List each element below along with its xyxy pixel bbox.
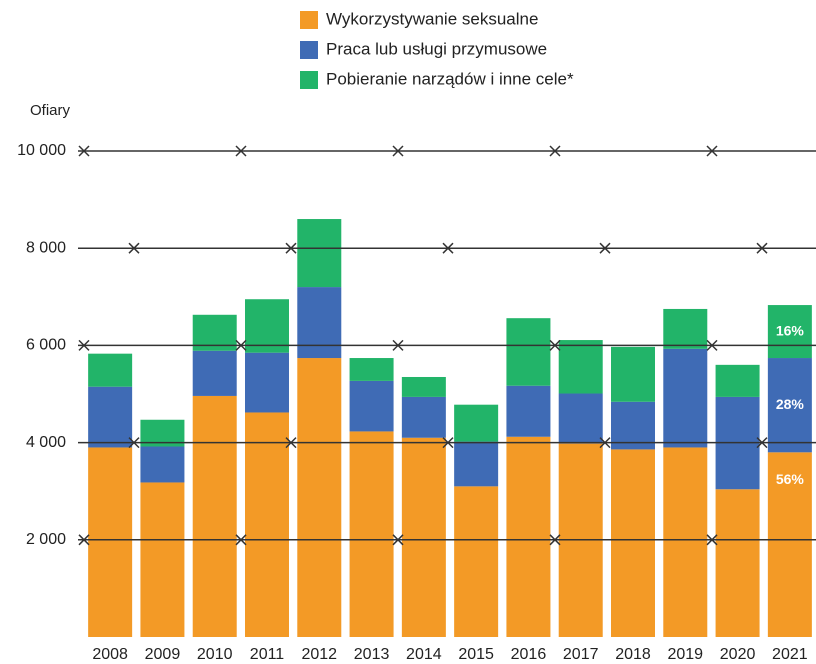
bar-segment [402, 397, 446, 438]
x-tick-label: 2008 [92, 646, 128, 663]
x-tick-label: 2017 [563, 646, 599, 663]
y-tick-label: 6 000 [26, 337, 66, 354]
bar-segment [454, 442, 498, 487]
bar-segment [297, 358, 341, 637]
bar-segment [402, 377, 446, 397]
y-tick-label: 4 000 [26, 434, 66, 451]
x-tick-label: 2016 [511, 646, 547, 663]
bar-segment [454, 486, 498, 637]
bar-segment [716, 365, 760, 397]
share-label: 28% [776, 396, 805, 412]
bar-segment [611, 347, 655, 402]
bar-segment [245, 353, 289, 413]
x-tick-label: 2021 [772, 646, 808, 663]
bar-segment [297, 219, 341, 287]
bar-segment [193, 351, 237, 396]
x-tick-label: 2012 [301, 646, 337, 663]
bar-segment [663, 447, 707, 637]
bar-segment [663, 309, 707, 349]
x-tick-label: 2015 [458, 646, 494, 663]
legend-swatch [300, 11, 318, 29]
bar-segment [88, 447, 132, 637]
bar-segment [559, 340, 603, 393]
y-tick-label: 2 000 [26, 531, 66, 548]
bar-segment [88, 387, 132, 448]
bar-segment [506, 386, 550, 437]
legend-label: Praca lub usługi przymusowe [326, 39, 547, 58]
bar-segment [402, 438, 446, 637]
share-label: 56% [776, 471, 805, 487]
bar-segment [245, 412, 289, 637]
bar-segment [559, 394, 603, 444]
bar-segment [193, 396, 237, 637]
x-tick-label: 2018 [615, 646, 651, 663]
x-tick-label: 2013 [354, 646, 390, 663]
x-tick-label: 2010 [197, 646, 233, 663]
bar-segment [716, 489, 760, 637]
legend-label: Pobieranie narządów i inne cele* [326, 69, 574, 88]
share-label: 16% [776, 322, 805, 338]
x-tick-label: 2020 [720, 646, 756, 663]
bar-segment [88, 354, 132, 387]
x-tick-label: 2014 [406, 646, 442, 663]
bar-segment [140, 446, 184, 482]
page: {"chart_data": {"type": "stacked-bar", "… [0, 0, 816, 664]
x-tick-label: 2009 [145, 646, 181, 663]
y-axis-label: Ofiary [30, 102, 71, 119]
bar-segment [506, 318, 550, 386]
bar-segment [350, 381, 394, 432]
legend-swatch [300, 41, 318, 59]
bar-segment [140, 482, 184, 637]
bar-segment [454, 405, 498, 442]
y-tick-label: 10 000 [17, 142, 66, 159]
legend-swatch [300, 71, 318, 89]
legend-label: Wykorzystywanie seksualne [326, 9, 538, 28]
x-tick-label: 2011 [250, 646, 285, 663]
y-tick-label: 8 000 [26, 239, 66, 256]
bar-segment [506, 437, 550, 637]
bar-segment [350, 358, 394, 381]
bar-segment [611, 449, 655, 637]
chart: Ofiary Wykorzystywanie seksualne Praca lu… [0, 0, 816, 664]
bar-segment [350, 431, 394, 637]
bar-segment [663, 349, 707, 448]
bar-segment [297, 287, 341, 358]
x-tick-label: 2019 [667, 646, 703, 663]
